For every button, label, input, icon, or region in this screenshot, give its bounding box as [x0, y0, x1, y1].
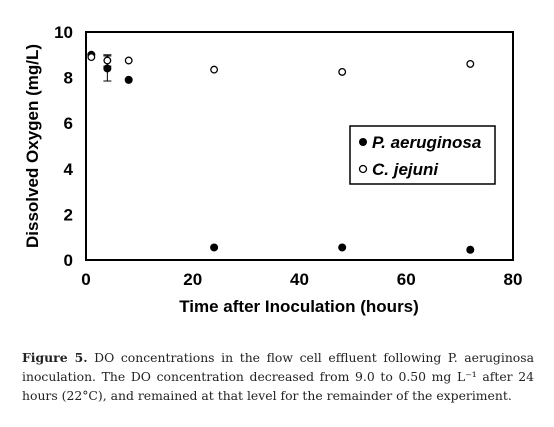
- legend-label-c-jejuni: C. jejuni: [372, 160, 439, 179]
- y-tick-label: 6: [64, 114, 73, 133]
- figure-label: Figure 5.: [22, 350, 88, 366]
- x-tick-label: 0: [81, 270, 90, 289]
- data-point-p-aeruginosa: [338, 243, 347, 252]
- data-point-c-jejuni: [103, 56, 112, 65]
- x-tick-label: 60: [397, 270, 416, 289]
- y-axis-title: Dissolved Oxygen (mg/L): [23, 44, 42, 248]
- legend: P. aeruginosa C. jejuni: [349, 125, 496, 185]
- y-tick-label: 10: [54, 23, 73, 42]
- data-point-p-aeruginosa: [210, 243, 219, 252]
- data-point-p-aeruginosa: [124, 75, 133, 84]
- y-tick-label: 4: [64, 160, 74, 179]
- x-tick-label: 20: [183, 270, 202, 289]
- legend-marker-p-aeruginosa: [359, 138, 367, 146]
- data-point-c-jejuni: [87, 53, 96, 62]
- y-tick-label: 8: [64, 69, 73, 88]
- y-tick-label: 2: [64, 205, 73, 224]
- data-point-c-jejuni: [466, 59, 475, 68]
- data-point-c-jejuni: [338, 67, 347, 76]
- data-point-c-jejuni: [124, 56, 133, 65]
- x-axis-title: Time after Inoculation (hours): [179, 297, 419, 316]
- scatter-chart: 0 2 4 6 8 10 0 20 40 60 80 Time after Inoculation …: [23, 23, 523, 316]
- legend-box: [349, 125, 496, 185]
- figure-caption-text: DO concentrations in the flow cell efflu…: [22, 350, 535, 404]
- legend-label-p-aeruginosa: P. aeruginosa: [372, 133, 481, 152]
- data-point-c-jejuni: [210, 65, 219, 74]
- y-tick-label: 0: [64, 251, 73, 270]
- legend-marker-c-jejuni: [358, 164, 368, 174]
- data-point-p-aeruginosa: [466, 245, 475, 254]
- x-tick-label: 40: [290, 270, 309, 289]
- figure-caption: Figure 5. DO concentrations in the flow …: [22, 348, 534, 405]
- x-tick-label: 80: [504, 270, 523, 289]
